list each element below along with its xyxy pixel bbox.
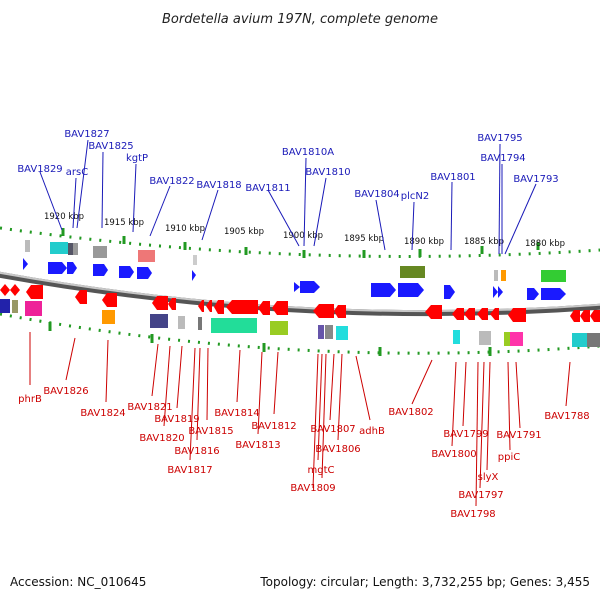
gene-label-reverse: BAV1813: [235, 440, 280, 451]
gene-label-reverse: BAV1799: [443, 429, 488, 440]
forward-genes: [23, 258, 566, 300]
gene-label-forward: BAV1810A: [282, 147, 334, 158]
features-upper: [25, 240, 566, 282]
gene-label-forward: arsC: [66, 167, 88, 178]
reverse-labels: phrB BAV1826 BAV1824 BAV1821 BAV1820 BAV…: [18, 386, 590, 520]
gene-label-forward: BAV1794: [480, 153, 525, 164]
gene-label-reverse: mgtC: [308, 465, 335, 476]
gene-label-reverse: ppiC: [498, 452, 520, 463]
gene-label-reverse: BAV1812: [251, 421, 296, 432]
scale-track-upper: [0, 226, 600, 258]
gene-label-reverse: BAV1806: [315, 444, 360, 455]
gene-label-forward: kgtP: [126, 153, 148, 164]
gene-label-forward: BAV1795: [477, 133, 522, 144]
gene-label-reverse: BAV1809: [290, 483, 335, 494]
gene-label-reverse: BAV1791: [496, 430, 541, 441]
gene-label-forward: plcN2: [401, 191, 429, 202]
gene-label-forward: BAV1804: [354, 189, 399, 200]
gene-label-reverse: BAV1821: [127, 402, 172, 413]
leader-lines-reverse: [29, 332, 571, 507]
gene-label-forward: BAV1793: [513, 174, 558, 185]
accession-text: Accession: NC_010645: [10, 575, 146, 589]
major-ticks: [48, 228, 540, 356]
tick-label: 1910 kbp: [165, 224, 205, 234]
gene-label-forward: BAV1829: [17, 164, 62, 175]
tick-label: 1890 kbp: [404, 237, 444, 247]
gene-label-reverse: BAV1802: [388, 407, 433, 418]
gene-label-reverse: BAV1826: [43, 386, 88, 397]
leader-lines-forward: [39, 139, 537, 255]
gene-label-forward: BAV1822: [149, 176, 194, 187]
reverse-genes: [0, 284, 600, 322]
gene-label-forward: BAV1827: [64, 129, 109, 140]
tick-label: 1920 kbp: [44, 212, 84, 222]
tick-label: 1895 kbp: [344, 234, 384, 244]
gene-label-reverse: BAV1819: [154, 414, 199, 425]
gene-label-forward: BAV1818: [196, 180, 241, 191]
gene-label-reverse: BAV1816: [174, 446, 219, 457]
tick-label: 1880 kbp: [525, 239, 565, 249]
gene-label-reverse: BAV1798: [450, 509, 495, 520]
tick-label: 1915 kbp: [104, 218, 144, 228]
gene-label-reverse: slyX: [478, 472, 499, 483]
gene-label-reverse: BAV1788: [544, 411, 589, 422]
forward-labels: BAV1827 BAV1825 BAV1829 arsC kgtP BAV182…: [17, 129, 558, 202]
tick-label: 1885 kbp: [464, 237, 504, 247]
tick-label: 1905 kbp: [224, 227, 264, 237]
gene-label-forward: BAV1801: [430, 172, 475, 183]
gene-label-reverse: BAV1815: [188, 426, 233, 437]
gene-label-reverse: BAV1814: [214, 408, 259, 419]
gene-label-reverse: BAV1824: [80, 408, 125, 419]
tick-labels: 1920 kbp 1915 kbp 1910 kbp 1905 kbp 1900…: [44, 212, 565, 249]
tick-label: 1900 kbp: [283, 231, 323, 241]
features-lower: [0, 299, 600, 347]
gene-label-reverse: BAV1820: [139, 433, 184, 444]
gene-label-reverse: phrB: [18, 394, 42, 405]
map-title: Bordetella avium 197N, complete genome: [162, 12, 438, 27]
gene-label-reverse: BAV1797: [458, 490, 503, 501]
gene-label-forward: BAV1811: [245, 183, 290, 194]
genome-summary-text: Topology: circular; Length: 3,732,255 bp…: [259, 575, 590, 589]
gene-label-reverse: BAV1807: [310, 424, 355, 435]
gene-label-forward: BAV1810: [305, 167, 350, 178]
gene-label-reverse: BAV1817: [167, 465, 212, 476]
gene-label-forward: BAV1825: [88, 141, 133, 152]
gene-label-reverse: adhB: [359, 426, 385, 437]
gene-label-reverse: BAV1800: [431, 449, 476, 460]
